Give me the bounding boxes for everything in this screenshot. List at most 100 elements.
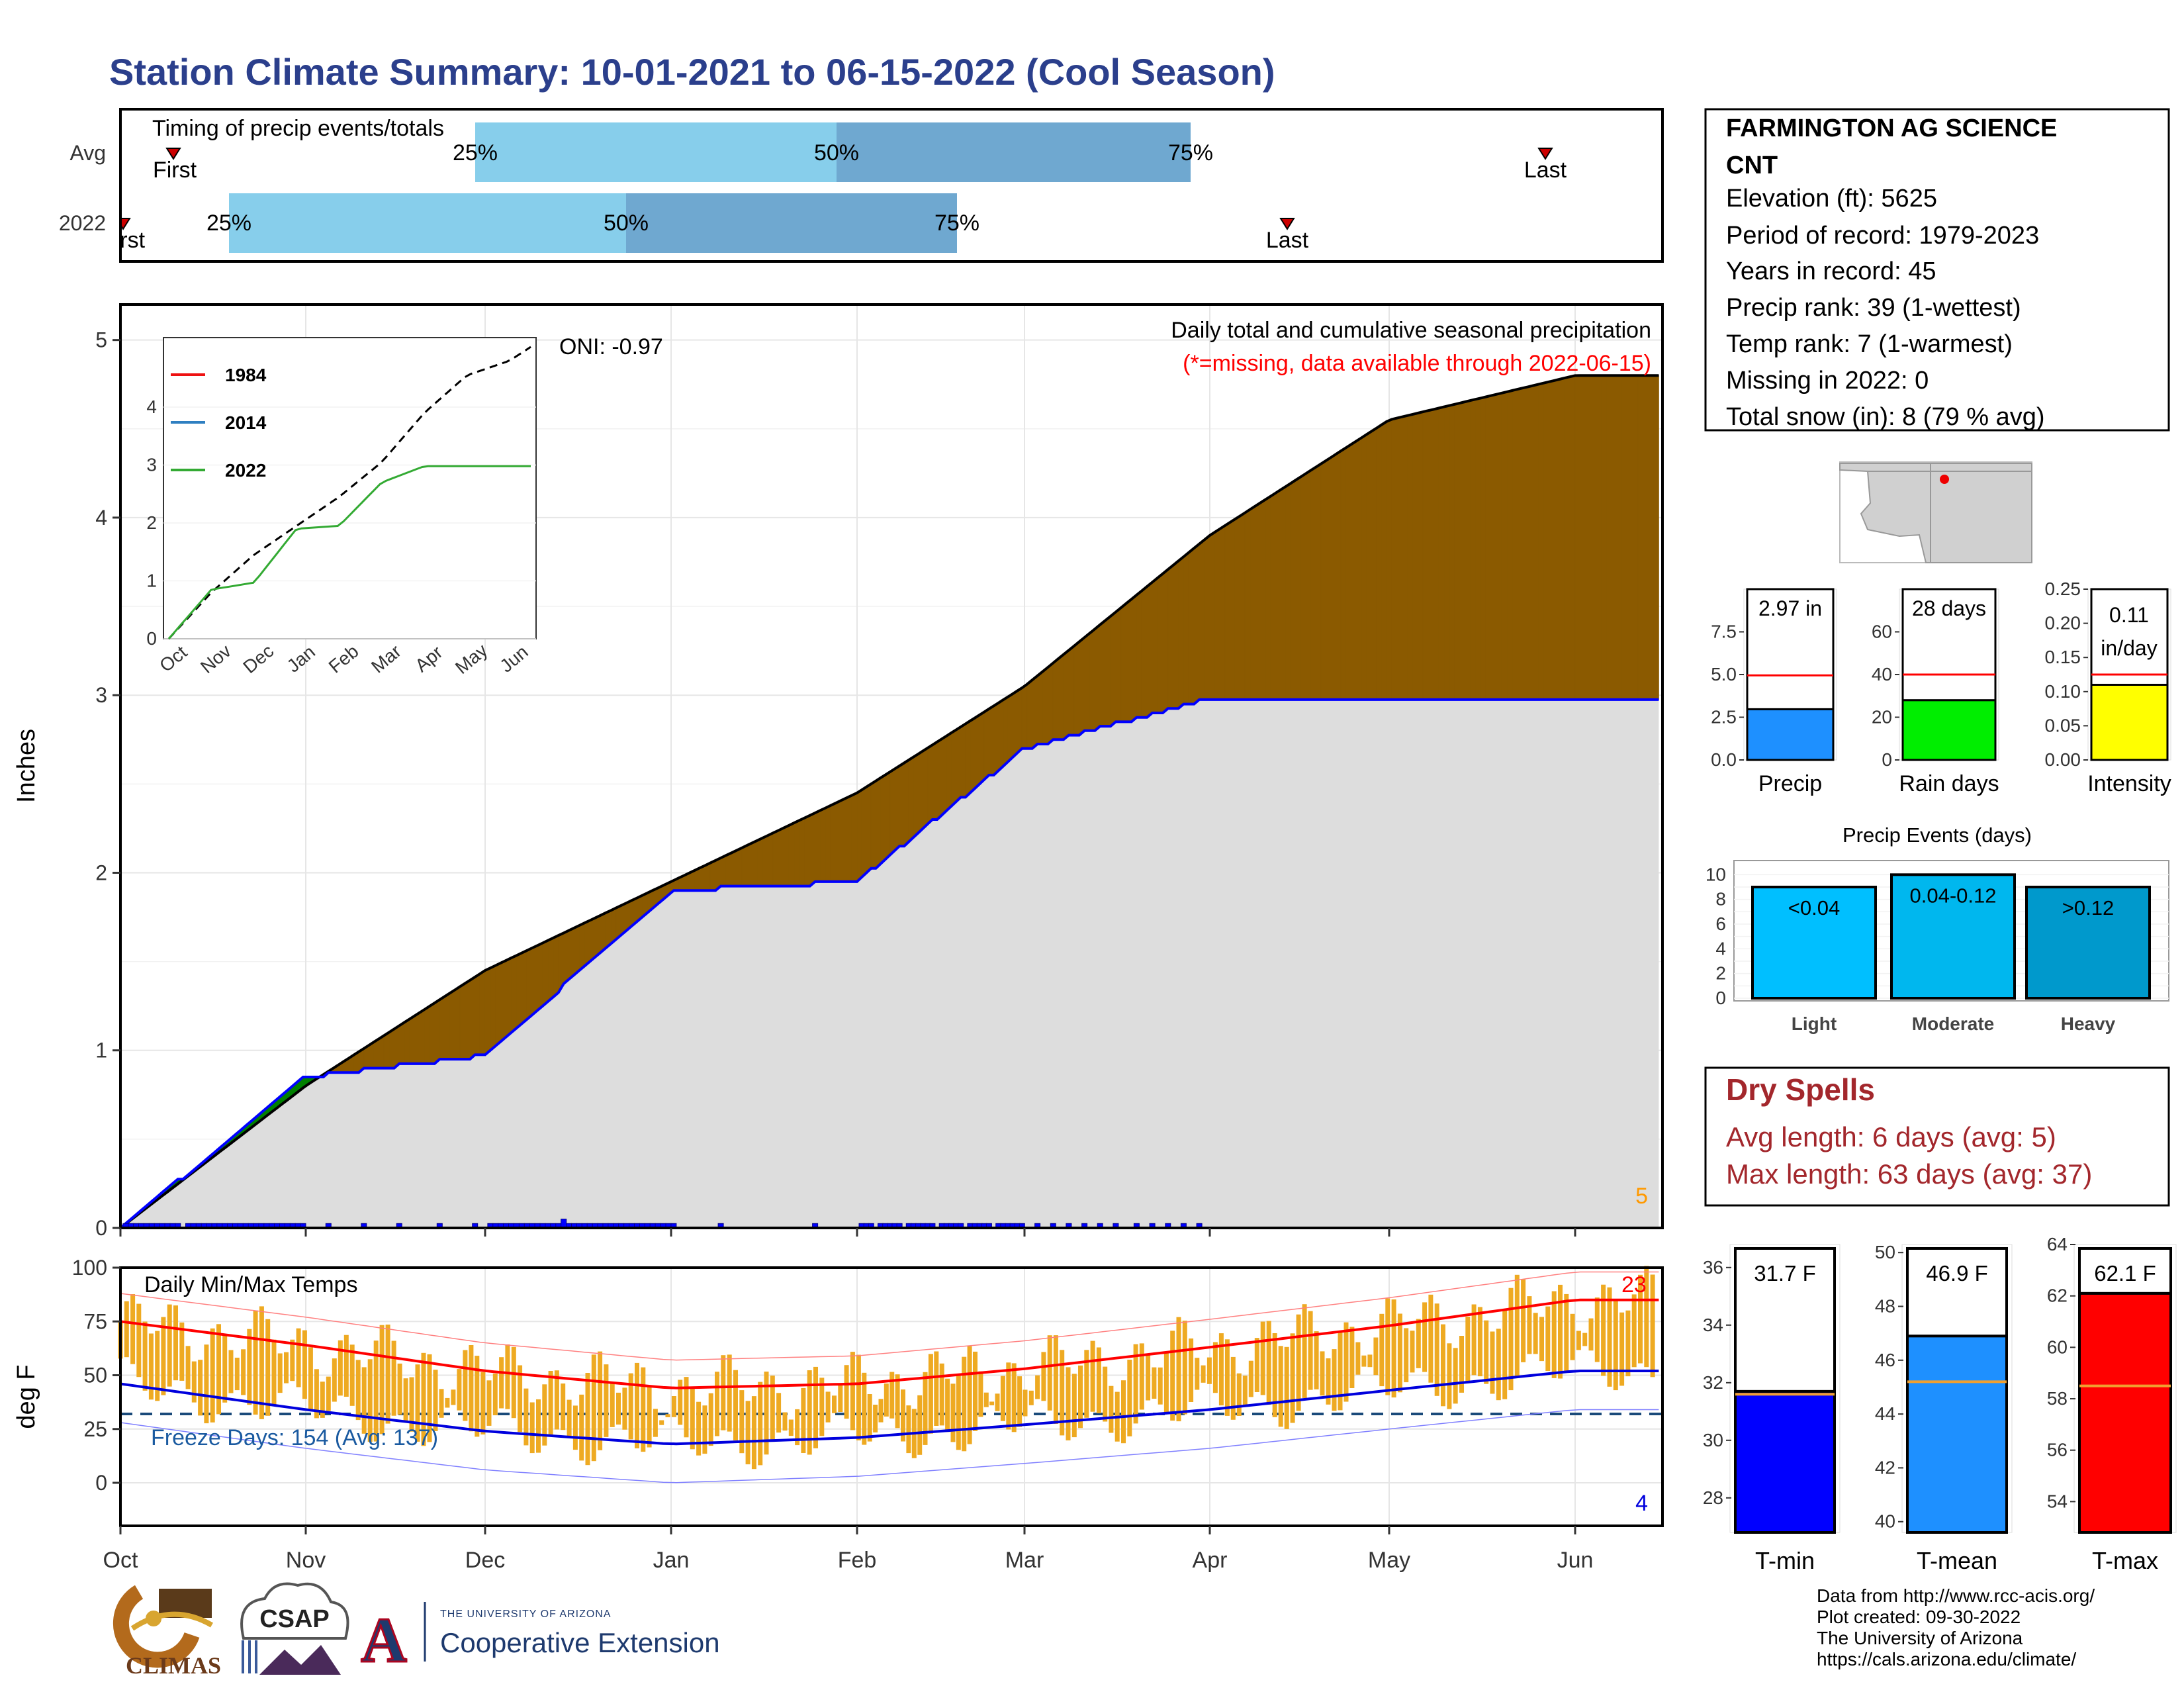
daily-temp-range-bar [1041, 1352, 1046, 1401]
daily-temp-range-bar [696, 1401, 702, 1456]
credit-line-3: The University of Arizona [1817, 1628, 2023, 1648]
daily-temp-range-bar [832, 1395, 837, 1413]
below-average-fill [1136, 590, 1142, 718]
inset-legend-1984: 1984 [225, 365, 267, 385]
precip-ytick-label: 7.5 [1711, 622, 1737, 642]
events-ytick-label: 4 [1715, 938, 1726, 959]
daily-temp-range-bar [1066, 1367, 1071, 1440]
below-average-fill [1606, 375, 1612, 700]
daily-temp-range-bar [1650, 1274, 1655, 1378]
below-average-fill [885, 771, 891, 861]
raindays-bar-frame [1901, 588, 1997, 702]
timing-panel: Timing of precip events/totals Avg 2022 … [59, 108, 1664, 263]
below-average-fill [830, 802, 837, 882]
daily-temp-range-bar [529, 1402, 535, 1454]
daily-temp-range-bar [939, 1363, 944, 1426]
daily-temp-range-bar [314, 1369, 319, 1419]
temp-panel-frame [119, 1266, 1664, 1527]
below-average-fill [1480, 396, 1486, 700]
below-average-fill [1007, 693, 1013, 763]
daily-temp-range-bar [983, 1392, 989, 1407]
avg-cumulative-line [119, 374, 1659, 1229]
daily-precip-bar [561, 1219, 567, 1229]
below-average-fill [1131, 594, 1137, 723]
daily-temp-range-bar [247, 1329, 252, 1405]
daily-temp-range-bar [628, 1373, 633, 1440]
daily-temp-range-bar [770, 1376, 775, 1442]
daily-temp-range-bar [585, 1373, 590, 1466]
precip-ytick-label: 2 [95, 861, 107, 884]
temp-ytick-label: 0 [95, 1471, 107, 1495]
daily-temp-range-bar [1053, 1335, 1058, 1424]
timing-avg-bar-q50-q75 [837, 122, 1191, 182]
below-average-fill [1285, 483, 1291, 700]
below-average-fill [1224, 522, 1230, 700]
daily-temp-range-bar [1000, 1376, 1005, 1421]
precip-ytick-label: 3 [95, 683, 107, 707]
below-average-fill [1012, 690, 1018, 759]
temp-ytick-label: 75 [83, 1309, 107, 1333]
inset-legend-2022: 2022 [225, 460, 266, 481]
daily-temp-range-bar [1206, 1357, 1212, 1384]
daily-temp-range-bar [1379, 1313, 1385, 1387]
below-average-fill [1533, 384, 1539, 700]
daily-temp-range-bar [1176, 1317, 1181, 1422]
daily-temp-range-bar [1035, 1375, 1040, 1399]
intensity-ytick-label: 0.15 [2045, 647, 2081, 667]
timing-2022-last-label: Last [1266, 228, 1309, 253]
precip-events-title: Precip Events (days) [1843, 823, 2032, 847]
events-bar-light [1751, 886, 1877, 1000]
precip-events-chart: Precip Events (days) 0 2 4 6 8 10 <0.04 Light 0.… [1706, 823, 2169, 1034]
daily-temp-range-bar [950, 1383, 956, 1442]
dry-spells-avg: Avg length: 6 days (avg: 5) [1726, 1121, 2056, 1152]
daily-temp-range-bar [1564, 1293, 1569, 1372]
below-average-fill [1146, 581, 1153, 718]
below-average-fill [1381, 421, 1387, 700]
daily-temp-range-bar [1484, 1320, 1489, 1384]
daily-temp-range-bar [889, 1372, 895, 1419]
intensity-ytick-label: 0.10 [2045, 681, 2081, 702]
below-average-fill [1280, 486, 1286, 700]
daily-temp-range-bar [511, 1346, 516, 1419]
daily-temp-range-bar [727, 1354, 732, 1432]
precip-corner-count: 5 [1635, 1184, 1648, 1209]
below-average-fill [983, 708, 989, 780]
precip-ylabel: Inches [13, 729, 40, 803]
below-average-fill [584, 919, 590, 967]
below-average-fill [747, 842, 752, 886]
daily-temp-range-bar [923, 1372, 928, 1445]
below-average-fill [736, 847, 743, 886]
daily-temp-range-bar [469, 1345, 474, 1432]
timing-2022-first-label: First [101, 228, 146, 253]
below-average-fill [1162, 569, 1169, 714]
below-average-fill [1068, 645, 1075, 735]
below-average-fill [1616, 375, 1623, 700]
daily-temp-range-bar [1078, 1365, 1083, 1429]
daily-temp-range-bar [542, 1384, 547, 1446]
below-average-fill [1079, 637, 1085, 736]
daily-temp-range-bar [302, 1330, 307, 1399]
events-ytick-label: 8 [1715, 889, 1726, 910]
tmin-ytick-label: 28 [1703, 1487, 1723, 1508]
below-average-fill [956, 726, 962, 803]
tmax-ytick-label: 56 [2047, 1440, 2068, 1460]
daily-temp-range-bar [421, 1352, 426, 1446]
daily-temp-range-bar [124, 1301, 129, 1358]
daily-temp-range-bar [198, 1360, 203, 1416]
below-average-fill [579, 922, 585, 971]
intensity-unit: in/day [2101, 636, 2157, 660]
below-average-fill [526, 947, 533, 1020]
intensity-bar [2090, 683, 2169, 761]
daily-temp-range-bar [1397, 1313, 1402, 1393]
below-average-fill [1459, 401, 1465, 700]
events-ytick-label: 6 [1715, 914, 1726, 934]
daily-temp-range-bar [271, 1339, 277, 1406]
daily-temp-range-bar [807, 1370, 812, 1455]
below-average-fill [979, 711, 985, 785]
daily-temp-range-bar [136, 1303, 142, 1378]
daily-temp-range-bar [1254, 1338, 1259, 1392]
events-bar-moderate [1890, 873, 2016, 1000]
below-average-fill [1084, 632, 1090, 731]
precip-value: 2.97 in [1758, 596, 1822, 620]
below-average-fill [1099, 620, 1106, 727]
